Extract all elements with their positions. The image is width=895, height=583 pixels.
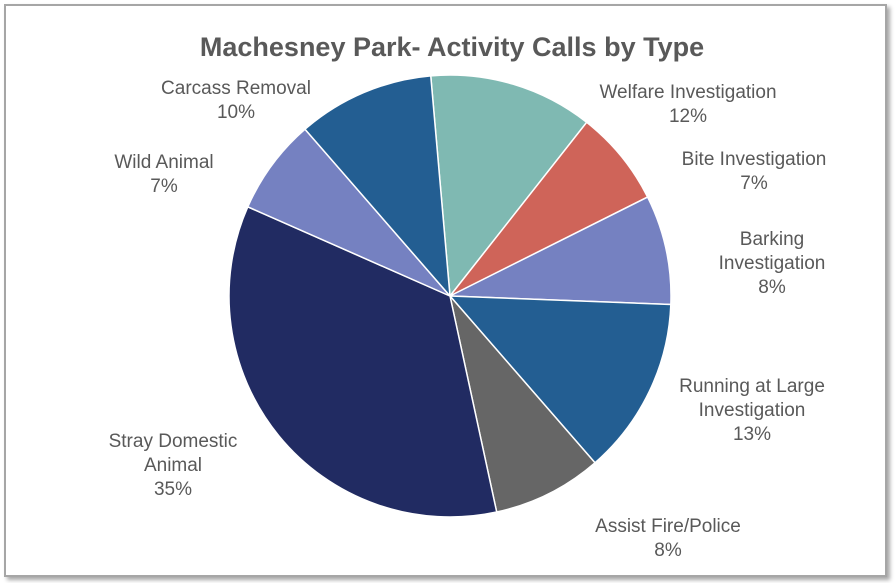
- slice-percent: 8%: [758, 277, 786, 298]
- slice-label-5: Stray Domestic Animal 35%: [109, 431, 238, 500]
- slice-category: Welfare Investigation: [599, 82, 776, 103]
- pie-slice-2: [449, 196, 672, 306]
- slice-label-6: Wild Animal 7%: [114, 152, 213, 197]
- slice-category: Investigation: [699, 400, 806, 421]
- slice-label-2: Barking Investigation 8%: [719, 229, 826, 298]
- slice-category: Carcass Removal: [161, 78, 311, 99]
- slice-category: Running at Large: [679, 376, 825, 397]
- pie-slice-0: [429, 74, 588, 298]
- chart-title: Machesney Park- Activity Calls by Type: [200, 32, 704, 62]
- slice-label-4: Assist Fire/Police 8%: [595, 516, 741, 561]
- slice-percent: 7%: [150, 176, 178, 197]
- slice-category: Bite Investigation: [682, 149, 827, 170]
- slice-label-1: Bite Investigation 7%: [682, 149, 827, 194]
- pie-slice-5: [228, 205, 498, 518]
- slice-category: Assist Fire/Police: [595, 516, 741, 537]
- slice-category: Barking: [740, 229, 804, 250]
- slice-label-3: Running at Large Investigation 13%: [679, 376, 825, 445]
- pie-slice-4: [449, 295, 597, 513]
- slice-category: Wild Animal: [114, 152, 213, 173]
- slice-percent: 7%: [740, 173, 768, 194]
- slice-percent: 12%: [669, 106, 707, 127]
- slice-category: Animal: [144, 455, 202, 476]
- slice-percent: 8%: [654, 540, 682, 561]
- slice-category: Investigation: [719, 253, 826, 274]
- slice-label-0: Welfare Investigation 12%: [599, 82, 776, 127]
- slice-percent: 13%: [733, 424, 771, 445]
- pie-slices: [228, 74, 672, 518]
- pie-slice-3: [448, 295, 672, 464]
- slice-percent: 35%: [154, 479, 192, 500]
- slice-category: Stray Domestic: [109, 431, 238, 452]
- pie-slice-7: [303, 75, 451, 299]
- slice-percent: 10%: [217, 102, 255, 123]
- slice-label-7: Carcass Removal 10%: [161, 78, 311, 123]
- pie-labels: Welfare Investigation 12% Bite Investigati…: [109, 78, 827, 561]
